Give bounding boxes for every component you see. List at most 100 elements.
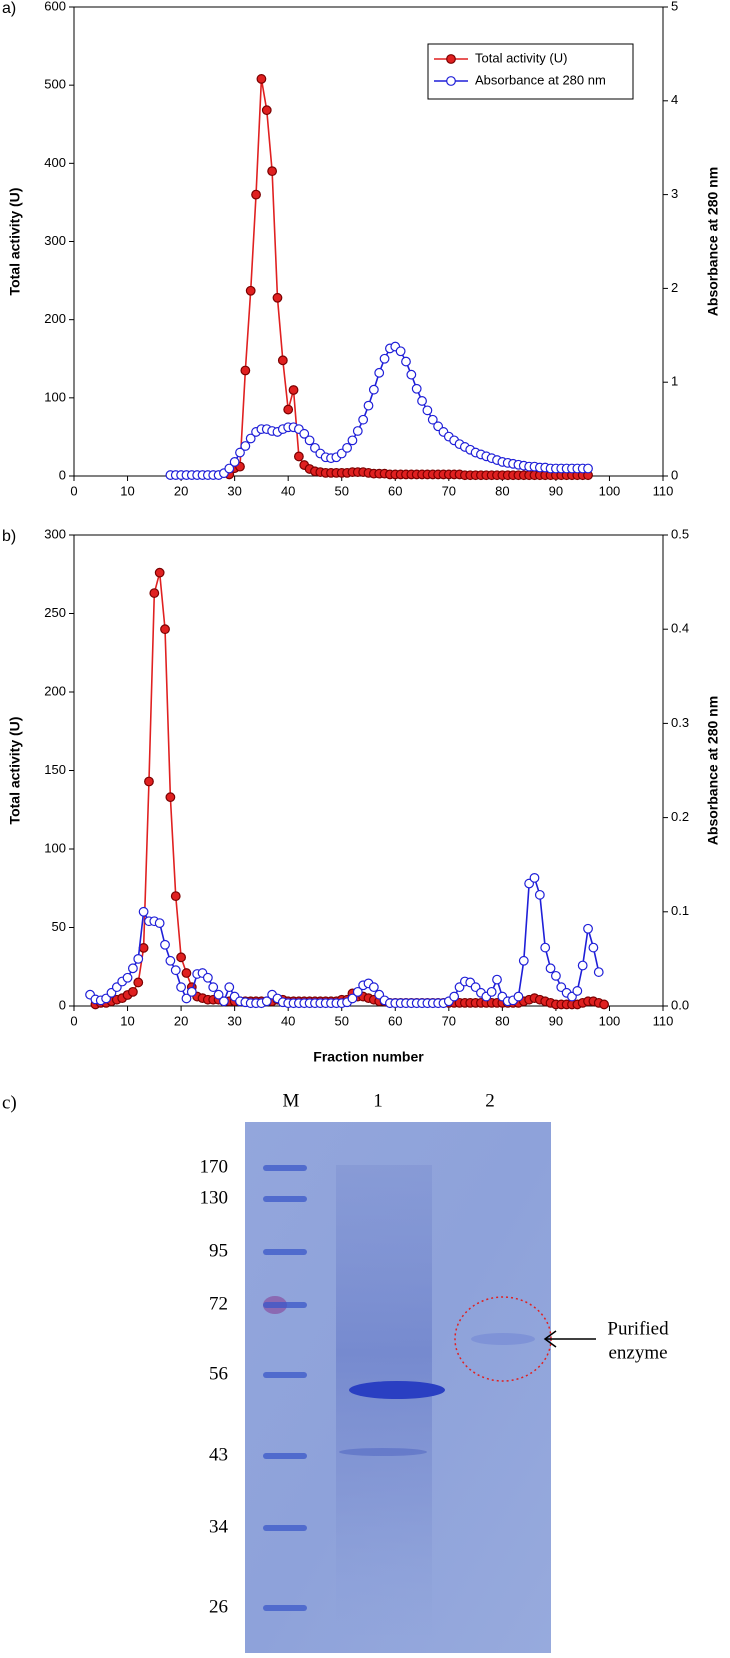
chart: a)0 10 20 30 40 50 60 70 80 90 100 1100100200300400… bbox=[2, 0, 721, 498]
y-tick-label: 200 bbox=[44, 683, 66, 698]
data-point bbox=[593, 967, 604, 977]
y2-tick-label: 0.1 bbox=[671, 903, 689, 918]
annotation: enzyme bbox=[608, 1342, 667, 1363]
data-point bbox=[213, 989, 224, 1000]
data-point bbox=[363, 400, 374, 411]
legend-swatch-marker bbox=[446, 76, 456, 86]
data-point bbox=[583, 463, 593, 474]
y2-axis-title: Absorbance at 280 nm bbox=[705, 167, 721, 316]
data-point bbox=[267, 166, 278, 177]
x-tick-label: 20 bbox=[174, 1013, 188, 1028]
lane-smear bbox=[336, 1165, 432, 1635]
y-tick-label: 200 bbox=[44, 311, 66, 326]
series-line bbox=[95, 572, 605, 1006]
data-point bbox=[160, 624, 170, 635]
data-point bbox=[588, 942, 599, 953]
x-tick-label: 70 bbox=[442, 483, 456, 498]
data-point bbox=[513, 991, 524, 1002]
x-tick-label: 40 bbox=[281, 483, 295, 498]
panel-label: c) bbox=[2, 1092, 17, 1113]
data-point bbox=[492, 974, 502, 985]
data-point bbox=[358, 414, 369, 425]
x-tick-label: 50 bbox=[334, 483, 348, 498]
data-point bbox=[288, 385, 299, 395]
y2-tick-label: 0.4 bbox=[671, 621, 689, 636]
y-tick-label: 0 bbox=[59, 997, 66, 1012]
data-point bbox=[283, 404, 294, 415]
data-point bbox=[224, 463, 235, 474]
x-tick-label: 0 bbox=[70, 483, 77, 498]
x-tick-label: 30 bbox=[227, 1013, 241, 1028]
y2-tick-label: 0.3 bbox=[671, 715, 689, 730]
data-point bbox=[293, 451, 304, 462]
y2-tick-label: 0.5 bbox=[671, 526, 689, 541]
marker-label: 95 bbox=[209, 1240, 228, 1261]
data-point bbox=[374, 367, 385, 378]
marker-band bbox=[263, 1302, 307, 1308]
x-tick-label: 110 bbox=[653, 1013, 674, 1028]
marker-band bbox=[263, 1525, 307, 1531]
data-point bbox=[272, 292, 283, 303]
data-point bbox=[299, 428, 310, 439]
data-point bbox=[219, 996, 229, 1007]
marker-label: 43 bbox=[209, 1444, 228, 1465]
data-point bbox=[417, 396, 427, 406]
data-point bbox=[170, 965, 181, 976]
y2-tick-label: 2 bbox=[671, 280, 678, 295]
x-tick-label: 20 bbox=[174, 483, 188, 498]
marker-label: 72 bbox=[209, 1293, 228, 1314]
gel bbox=[245, 1122, 596, 1653]
data-point bbox=[277, 355, 288, 366]
data-point bbox=[411, 383, 422, 394]
data-point bbox=[304, 435, 315, 446]
data-point bbox=[208, 982, 219, 993]
gel-labels: c) M 1 2 170 130 95 72 56 43 34 26 Purified enzyme bbox=[2, 1090, 669, 1617]
annotation: Purified bbox=[607, 1318, 669, 1339]
data-point bbox=[395, 346, 406, 357]
data-point bbox=[261, 996, 272, 1007]
y-tick-label: 0 bbox=[59, 467, 66, 482]
x-tick-label: 40 bbox=[281, 1013, 295, 1028]
minor-band bbox=[339, 1448, 427, 1456]
y-tick-label: 150 bbox=[44, 762, 66, 777]
data-point bbox=[368, 384, 379, 395]
legend-swatch-marker bbox=[446, 54, 456, 64]
x-tick-label: 10 bbox=[120, 483, 134, 498]
data-point bbox=[133, 954, 144, 964]
data-point bbox=[368, 982, 379, 993]
data-point bbox=[160, 939, 170, 950]
data-point bbox=[583, 923, 593, 934]
data-point bbox=[170, 891, 181, 901]
data-point bbox=[529, 872, 540, 883]
y2-tick-label: 0 bbox=[671, 467, 678, 482]
data-point bbox=[235, 447, 245, 458]
y2-tick-label: 0.2 bbox=[671, 809, 689, 824]
x-tick-label: 60 bbox=[388, 1013, 402, 1028]
y-tick-label: 600 bbox=[44, 0, 66, 13]
y2-tick-label: 5 bbox=[671, 0, 678, 13]
data-point bbox=[545, 963, 556, 974]
main-band bbox=[349, 1381, 445, 1399]
x-tick-label: 50 bbox=[334, 1013, 348, 1028]
data-point bbox=[149, 588, 160, 598]
chart: b) 0 10 20 30 40 50 60 70 80 90 100 110 0 50 100 150 200 2… bbox=[2, 526, 721, 1064]
data-point bbox=[534, 889, 545, 900]
data-point bbox=[181, 993, 192, 1004]
y2-tick-label: 4 bbox=[671, 92, 678, 107]
marker-label: 26 bbox=[209, 1596, 228, 1617]
y-tick-label: 250 bbox=[44, 605, 66, 620]
y2-axis-title: Absorbance at 280 nm bbox=[705, 696, 721, 845]
marker-label: 56 bbox=[209, 1363, 228, 1384]
marker-label: 34 bbox=[209, 1516, 229, 1537]
x-tick-label: 70 bbox=[442, 1013, 456, 1028]
data-point bbox=[577, 960, 588, 971]
data-point bbox=[401, 356, 411, 367]
data-point bbox=[342, 442, 352, 453]
data-point bbox=[379, 353, 390, 364]
data-point bbox=[240, 441, 251, 451]
data-point bbox=[133, 977, 144, 988]
y2-tick-label: 3 bbox=[671, 186, 678, 201]
data-point bbox=[518, 955, 529, 966]
x-axis-title: Fraction number bbox=[313, 1049, 424, 1065]
x-tick-label: 10 bbox=[120, 1013, 134, 1028]
